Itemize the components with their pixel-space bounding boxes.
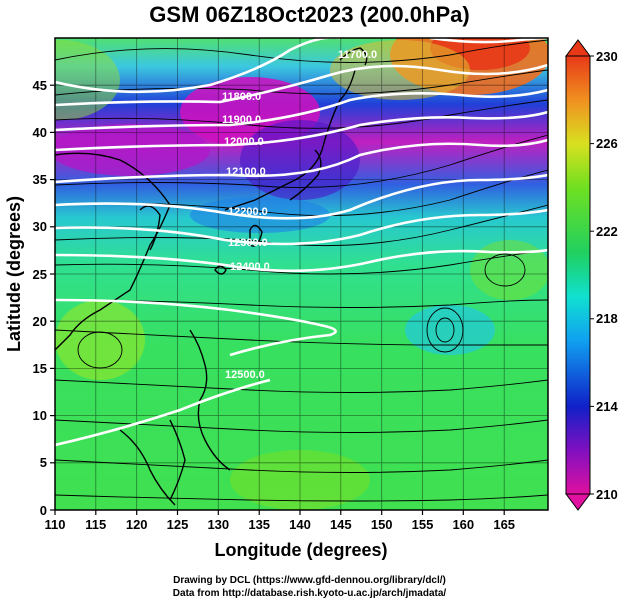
credits: Drawing by DCL (https://www.gfd-dennou.o… xyxy=(0,574,619,600)
y-tick-label: 15 xyxy=(33,361,47,376)
credit-data: Data from http://database.rish.kyoto-u.a… xyxy=(172,588,447,599)
colorbar: 230 226 222 218 214 210 xyxy=(565,39,618,511)
contour-label: 11800.0 xyxy=(222,91,261,103)
x-tick-label: 125 xyxy=(167,517,189,532)
y-axis: 0 5 10 15 20 25 30 35 40 45 xyxy=(33,78,55,518)
contour-label: 12400.0 xyxy=(230,261,270,273)
grid-lines xyxy=(55,38,548,510)
x-tick-label: 120 xyxy=(126,517,148,532)
credit-drawing: Drawing by DCL (https://www.gfd-dennou.o… xyxy=(173,575,446,586)
x-axis: 110 115 120 125 130 135 140 145 150 155 … xyxy=(45,510,515,532)
x-tick-label: 130 xyxy=(207,517,229,532)
y-tick-label: 5 xyxy=(40,455,47,470)
y-tick-label: 0 xyxy=(40,503,47,518)
y-tick-label: 10 xyxy=(33,408,47,423)
y-tick-label: 45 xyxy=(33,78,47,93)
contour-label: 12100.0 xyxy=(226,166,266,178)
x-tick-label: 160 xyxy=(452,517,474,532)
colorbar-label: 222 xyxy=(596,224,618,239)
x-tick-label: 110 xyxy=(45,517,66,532)
contour-label: 11900.0 xyxy=(222,114,261,126)
chart-title: GSM 06Z18Oct2023 (200.0hPa) xyxy=(149,2,470,27)
y-tick-label: 25 xyxy=(33,267,47,282)
x-tick-label: 115 xyxy=(85,517,106,532)
contour-label: 12000.0 xyxy=(224,136,264,148)
colorbar-label: 230 xyxy=(596,49,618,64)
x-tick-label: 165 xyxy=(493,517,515,532)
contour-label: 12200.0 xyxy=(228,206,268,218)
contour-label: 12500.0 xyxy=(225,369,265,381)
x-axis-title: Longitude (degrees) xyxy=(214,540,387,560)
y-tick-label: 35 xyxy=(33,172,47,187)
contour-label: 12300.0 xyxy=(228,237,268,249)
colorbar-label: 218 xyxy=(596,311,618,326)
contour-label: 11700.0 xyxy=(338,49,377,61)
x-tick-label: 140 xyxy=(289,517,311,532)
colorbar-label: 226 xyxy=(596,136,618,151)
y-tick-label: 20 xyxy=(33,314,47,329)
x-tick-label: 135 xyxy=(248,517,270,532)
colorbar-label: 214 xyxy=(596,399,618,414)
y-tick-label: 30 xyxy=(33,219,47,234)
height-contours xyxy=(55,38,548,447)
colorbar-top-arrow xyxy=(565,39,591,57)
y-tick-label: 40 xyxy=(33,125,47,140)
x-tick-label: 150 xyxy=(371,517,393,532)
colorbar-label: 210 xyxy=(596,487,618,502)
x-tick-label: 145 xyxy=(330,517,352,532)
x-tick-label: 155 xyxy=(412,517,434,532)
y-axis-title: Latitude (degrees) xyxy=(4,196,24,352)
colorbar-bottom-arrow xyxy=(565,493,591,511)
contour-labels: 11700.0 11800.0 11900.0 12000.0 12100.0 … xyxy=(222,49,377,381)
